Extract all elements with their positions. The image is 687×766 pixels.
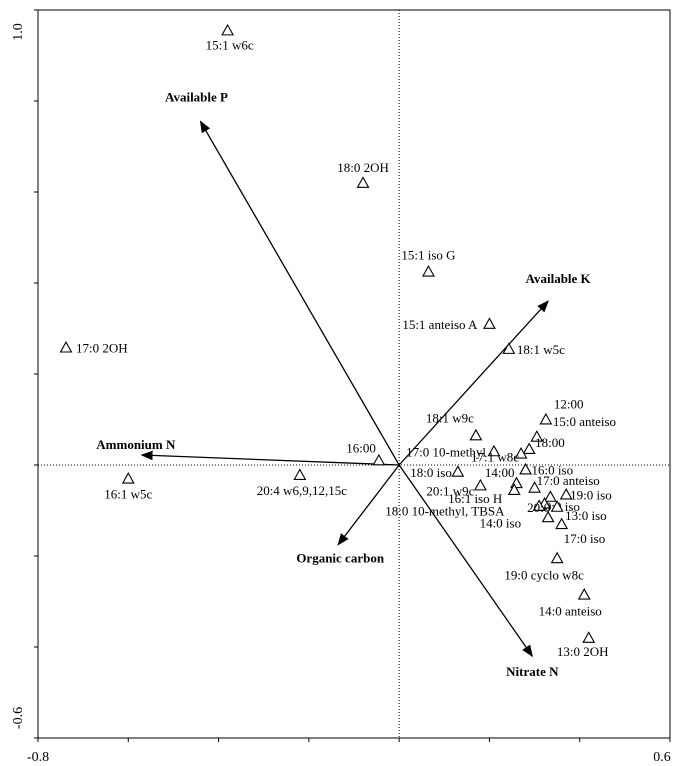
- vector-layer: Available P Available K Ammonium N Organic …: [96, 89, 591, 679]
- point-label: 18:00: [535, 435, 565, 450]
- vector-label: Ammonium N: [96, 437, 176, 452]
- x-tick-label: -0.8: [27, 750, 49, 765]
- triangle-marker: [582, 631, 596, 643]
- triangle-marker: [532, 499, 546, 511]
- point-label: 18:0 iso: [410, 465, 452, 480]
- point-label: 15:1 w6c: [206, 37, 254, 52]
- vector-label: Available K: [526, 271, 592, 286]
- triangle-marker: [422, 264, 435, 277]
- triangle-marker: [487, 444, 501, 457]
- triangle-marker: [541, 510, 555, 523]
- y-tick-label: 1.0: [11, 23, 26, 41]
- triangle-marker: [555, 517, 569, 530]
- triangle-marker: [543, 490, 557, 502]
- triangle-marker: [473, 478, 487, 491]
- triangle-marker: [482, 317, 496, 329]
- point-label: 19:0 iso: [570, 488, 612, 503]
- point-label: 17:0 iso: [564, 531, 606, 546]
- point-label: 19:0 cyclo w8c: [504, 567, 584, 582]
- triangle-marker: [293, 468, 307, 480]
- point-label: 14:0 anteiso: [539, 604, 602, 619]
- triangle-marker: [502, 342, 516, 354]
- triangle-marker: [528, 481, 542, 493]
- point-label: 20:1 w9c: [426, 483, 474, 498]
- triangle-marker: [514, 446, 528, 459]
- point-label: 17:0 anteiso: [537, 473, 600, 488]
- triangle-marker: [59, 340, 73, 353]
- point-label: 15:0 anteiso: [553, 414, 616, 429]
- vector-arrow: [398, 300, 549, 466]
- triangle-marker: [507, 483, 521, 495]
- point-label: 18:0 10-methyl, TBSA: [385, 504, 505, 519]
- point-label: 20:4 w6,9,12,15c: [257, 483, 348, 498]
- plot-frame-layer: -0.8 0.6 1.0 -0.6: [11, 9, 671, 765]
- vector-label: Available P: [165, 89, 228, 104]
- triangle-marker: [451, 465, 465, 477]
- vector-arrow: [337, 464, 400, 546]
- triangle-marker: [559, 487, 573, 500]
- vector-arrow: [140, 450, 400, 466]
- vector-arrow: [398, 464, 534, 658]
- point-label: 16:0 iso: [532, 463, 574, 478]
- triangle-marker: [550, 500, 564, 512]
- triangle-marker: [356, 176, 370, 188]
- point-label: 16:1 w5c: [104, 487, 152, 502]
- point-layer: 15:1 w6c 18:0 2OH 15:1 iso G 15:1 anteiso A…: [59, 23, 616, 659]
- plot-border: [37, 9, 671, 739]
- point-label: 17:1 w8c: [471, 450, 519, 465]
- point-label: 15:1 anteiso A: [402, 317, 478, 332]
- point-label: 16:1 iso H: [448, 491, 502, 506]
- point-label: 12:00: [554, 397, 584, 412]
- point-label: 18:0 2OH: [337, 160, 389, 175]
- triangle-marker: [469, 428, 483, 441]
- point-label: 18:1 w9c: [426, 410, 474, 425]
- vector-label: Nitrate N: [506, 664, 559, 679]
- point-label: 15:1 iso G: [401, 248, 455, 263]
- vector-arrow: [199, 120, 400, 466]
- point-label: 13:0 2OH: [557, 644, 609, 659]
- triangle-marker: [372, 453, 386, 466]
- triangle-marker: [539, 412, 553, 425]
- triangle-marker: [522, 442, 536, 455]
- point-label: 18:1 w5c: [517, 342, 565, 357]
- triangle-marker: [530, 430, 544, 442]
- point-label: 16:00: [346, 440, 376, 455]
- point-label: 14:00: [485, 465, 515, 480]
- triangle-marker: [221, 23, 235, 36]
- x-tick-label: 0.6: [653, 750, 671, 765]
- triangle-marker: [121, 472, 135, 484]
- triangle-marker: [577, 588, 591, 600]
- triangle-marker: [550, 551, 564, 564]
- point-label: 17:0 2OH: [76, 341, 128, 356]
- vector-label: Organic carbon: [296, 551, 385, 566]
- y-tick-label: -0.6: [11, 707, 26, 729]
- point-label: 20:0: [527, 500, 550, 515]
- point-label: 17:0 10-methyl: [406, 444, 486, 459]
- triangle-marker: [519, 462, 532, 475]
- point-label: 13:0 iso: [565, 508, 607, 523]
- point-label: 14:0 iso: [480, 515, 522, 530]
